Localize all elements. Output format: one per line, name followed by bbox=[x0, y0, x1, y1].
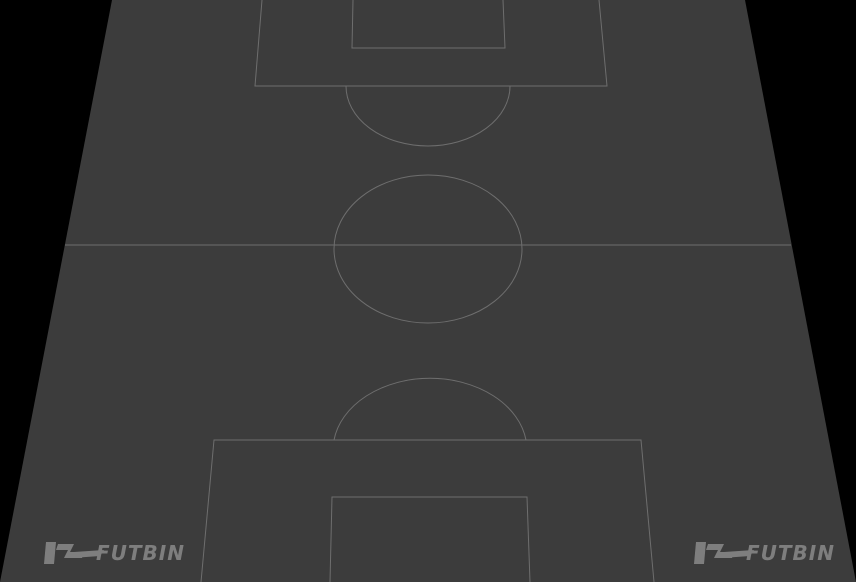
futbin-logo-icon bbox=[694, 542, 754, 564]
futbin-logo-icon bbox=[44, 542, 104, 564]
futbin-watermark-right: FUTBIN bbox=[694, 538, 835, 568]
center-circle bbox=[333, 174, 523, 324]
bottom-penalty-area bbox=[200, 439, 655, 582]
top-goal-area bbox=[351, 0, 506, 49]
futbin-watermark-left: FUTBIN bbox=[44, 538, 185, 568]
top-penalty-arc bbox=[345, 85, 511, 147]
pitch-markings bbox=[65, 0, 791, 582]
bottom-goal-area bbox=[329, 496, 531, 582]
top-penalty-area bbox=[254, 0, 608, 87]
watermark-text: FUTBIN bbox=[96, 541, 185, 565]
bottom-penalty-arc bbox=[333, 377, 527, 441]
watermark-text: FUTBIN bbox=[746, 541, 835, 565]
